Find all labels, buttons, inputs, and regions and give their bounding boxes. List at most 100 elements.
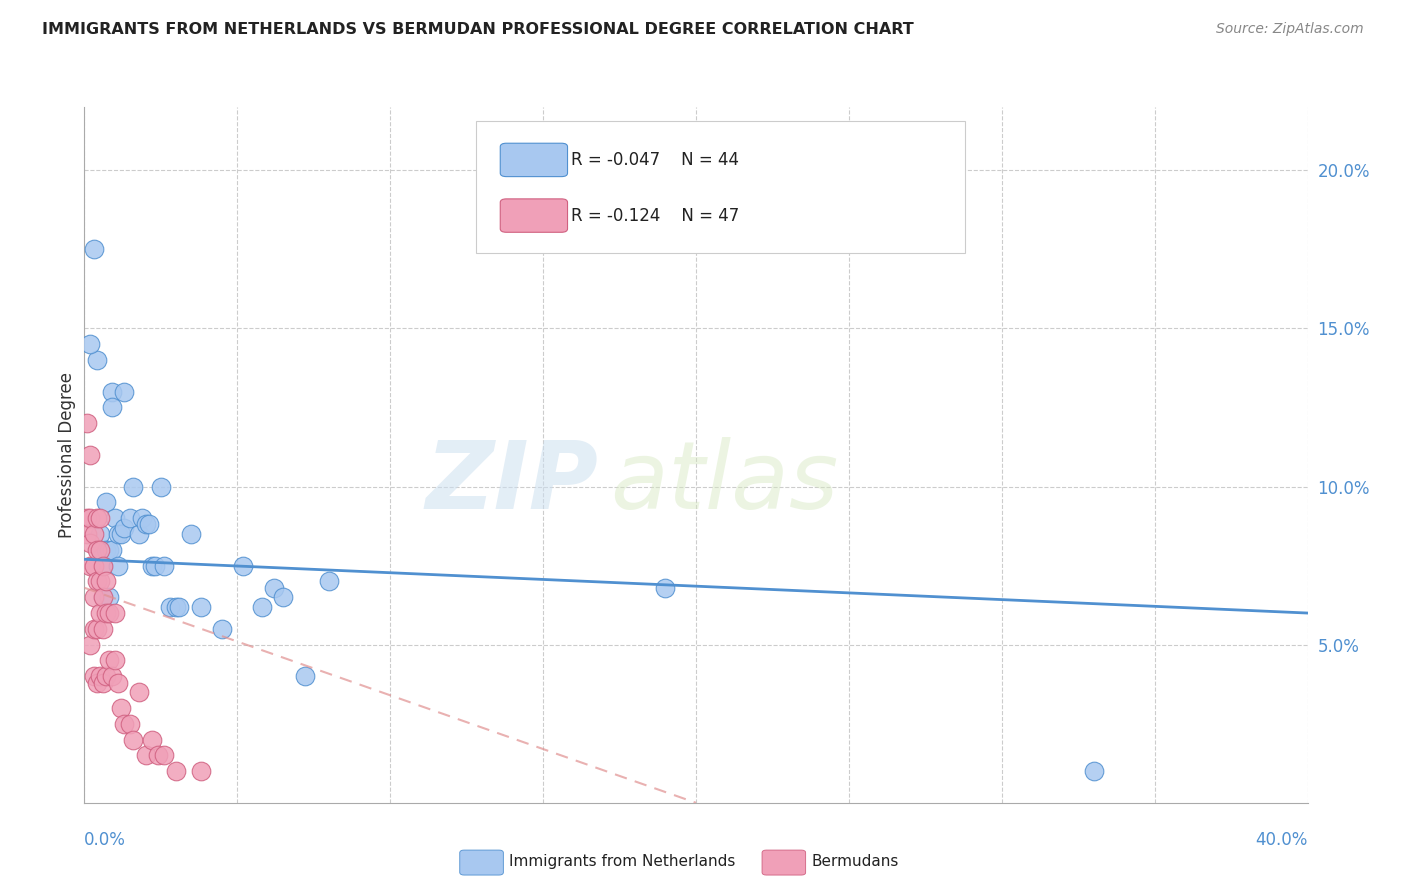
Point: [110, 701, 132, 715]
Point: [190, 764, 212, 779]
Point: [104, 511, 127, 525]
Point: [232, 558, 254, 573]
Point: [112, 716, 135, 731]
Text: R = -0.124    N = 47: R = -0.124 N = 47: [571, 207, 740, 225]
Point: [122, 732, 145, 747]
Point: [86, 542, 108, 557]
Text: 0.0%: 0.0%: [84, 831, 127, 849]
Point: [89, 527, 111, 541]
Point: [86, 353, 108, 368]
Point: [91, 591, 114, 605]
Point: [97, 606, 120, 620]
Point: [101, 384, 124, 399]
Point: [86, 574, 108, 589]
Point: [79, 448, 101, 462]
Point: [141, 732, 163, 747]
Point: [138, 517, 160, 532]
Point: [86, 622, 108, 636]
Point: [131, 511, 153, 525]
Point: [79, 558, 101, 573]
Point: [89, 574, 111, 589]
Point: [165, 599, 187, 614]
Point: [318, 574, 340, 589]
Point: [104, 606, 127, 620]
Point: [110, 527, 132, 541]
Point: [79, 638, 101, 652]
Point: [97, 653, 120, 667]
FancyBboxPatch shape: [501, 199, 568, 232]
Point: [167, 599, 190, 614]
Point: [76, 527, 98, 541]
Point: [128, 685, 150, 699]
Point: [180, 527, 202, 541]
Text: Source: ZipAtlas.com: Source: ZipAtlas.com: [1216, 22, 1364, 37]
Text: IMMIGRANTS FROM NETHERLANDS VS BERMUDAN PROFESSIONAL DEGREE CORRELATION CHART: IMMIGRANTS FROM NETHERLANDS VS BERMUDAN …: [42, 22, 914, 37]
Point: [89, 606, 111, 620]
Point: [107, 675, 129, 690]
Point: [86, 675, 108, 690]
Point: [79, 511, 101, 525]
Point: [159, 599, 181, 614]
Point: [79, 536, 101, 550]
Point: [1083, 764, 1105, 779]
Point: [112, 521, 135, 535]
Point: [97, 542, 120, 557]
Point: [91, 558, 114, 573]
Point: [128, 527, 150, 541]
Point: [271, 591, 294, 605]
Point: [94, 574, 117, 589]
Y-axis label: Professional Degree: Professional Degree: [58, 372, 76, 538]
Point: [146, 748, 169, 763]
Point: [79, 337, 101, 351]
Point: [94, 542, 117, 557]
Point: [190, 599, 212, 614]
Point: [97, 591, 120, 605]
Point: [83, 622, 105, 636]
Point: [211, 622, 233, 636]
Point: [91, 591, 114, 605]
Point: [153, 748, 176, 763]
Point: [83, 669, 105, 683]
Point: [86, 511, 108, 525]
Point: [101, 401, 124, 415]
Text: Immigrants from Netherlands: Immigrants from Netherlands: [509, 855, 735, 869]
Point: [263, 581, 285, 595]
Point: [91, 622, 114, 636]
Point: [122, 479, 145, 493]
Point: [135, 517, 157, 532]
Point: [89, 511, 111, 525]
Point: [149, 479, 172, 493]
Point: [76, 511, 98, 525]
Text: Bermudans: Bermudans: [811, 855, 898, 869]
Text: atlas: atlas: [610, 437, 838, 528]
Point: [107, 558, 129, 573]
Point: [654, 581, 676, 595]
Point: [83, 558, 105, 573]
Point: [135, 748, 157, 763]
Point: [94, 669, 117, 683]
Text: ZIP: ZIP: [425, 437, 598, 529]
Text: R = -0.047    N = 44: R = -0.047 N = 44: [571, 151, 740, 169]
Point: [89, 669, 111, 683]
Point: [141, 558, 163, 573]
Point: [101, 542, 124, 557]
Point: [165, 764, 187, 779]
Text: 40.0%: 40.0%: [1256, 831, 1308, 849]
Point: [143, 558, 166, 573]
Point: [153, 558, 176, 573]
Point: [83, 591, 105, 605]
Point: [76, 417, 98, 431]
Point: [101, 669, 124, 683]
FancyBboxPatch shape: [475, 121, 965, 253]
Point: [120, 716, 142, 731]
Point: [94, 606, 117, 620]
Point: [250, 599, 273, 614]
Point: [104, 653, 127, 667]
FancyBboxPatch shape: [501, 144, 568, 177]
Point: [89, 542, 111, 557]
Point: [107, 527, 129, 541]
Point: [83, 243, 105, 257]
Point: [294, 669, 316, 683]
Point: [120, 511, 142, 525]
Point: [83, 527, 105, 541]
